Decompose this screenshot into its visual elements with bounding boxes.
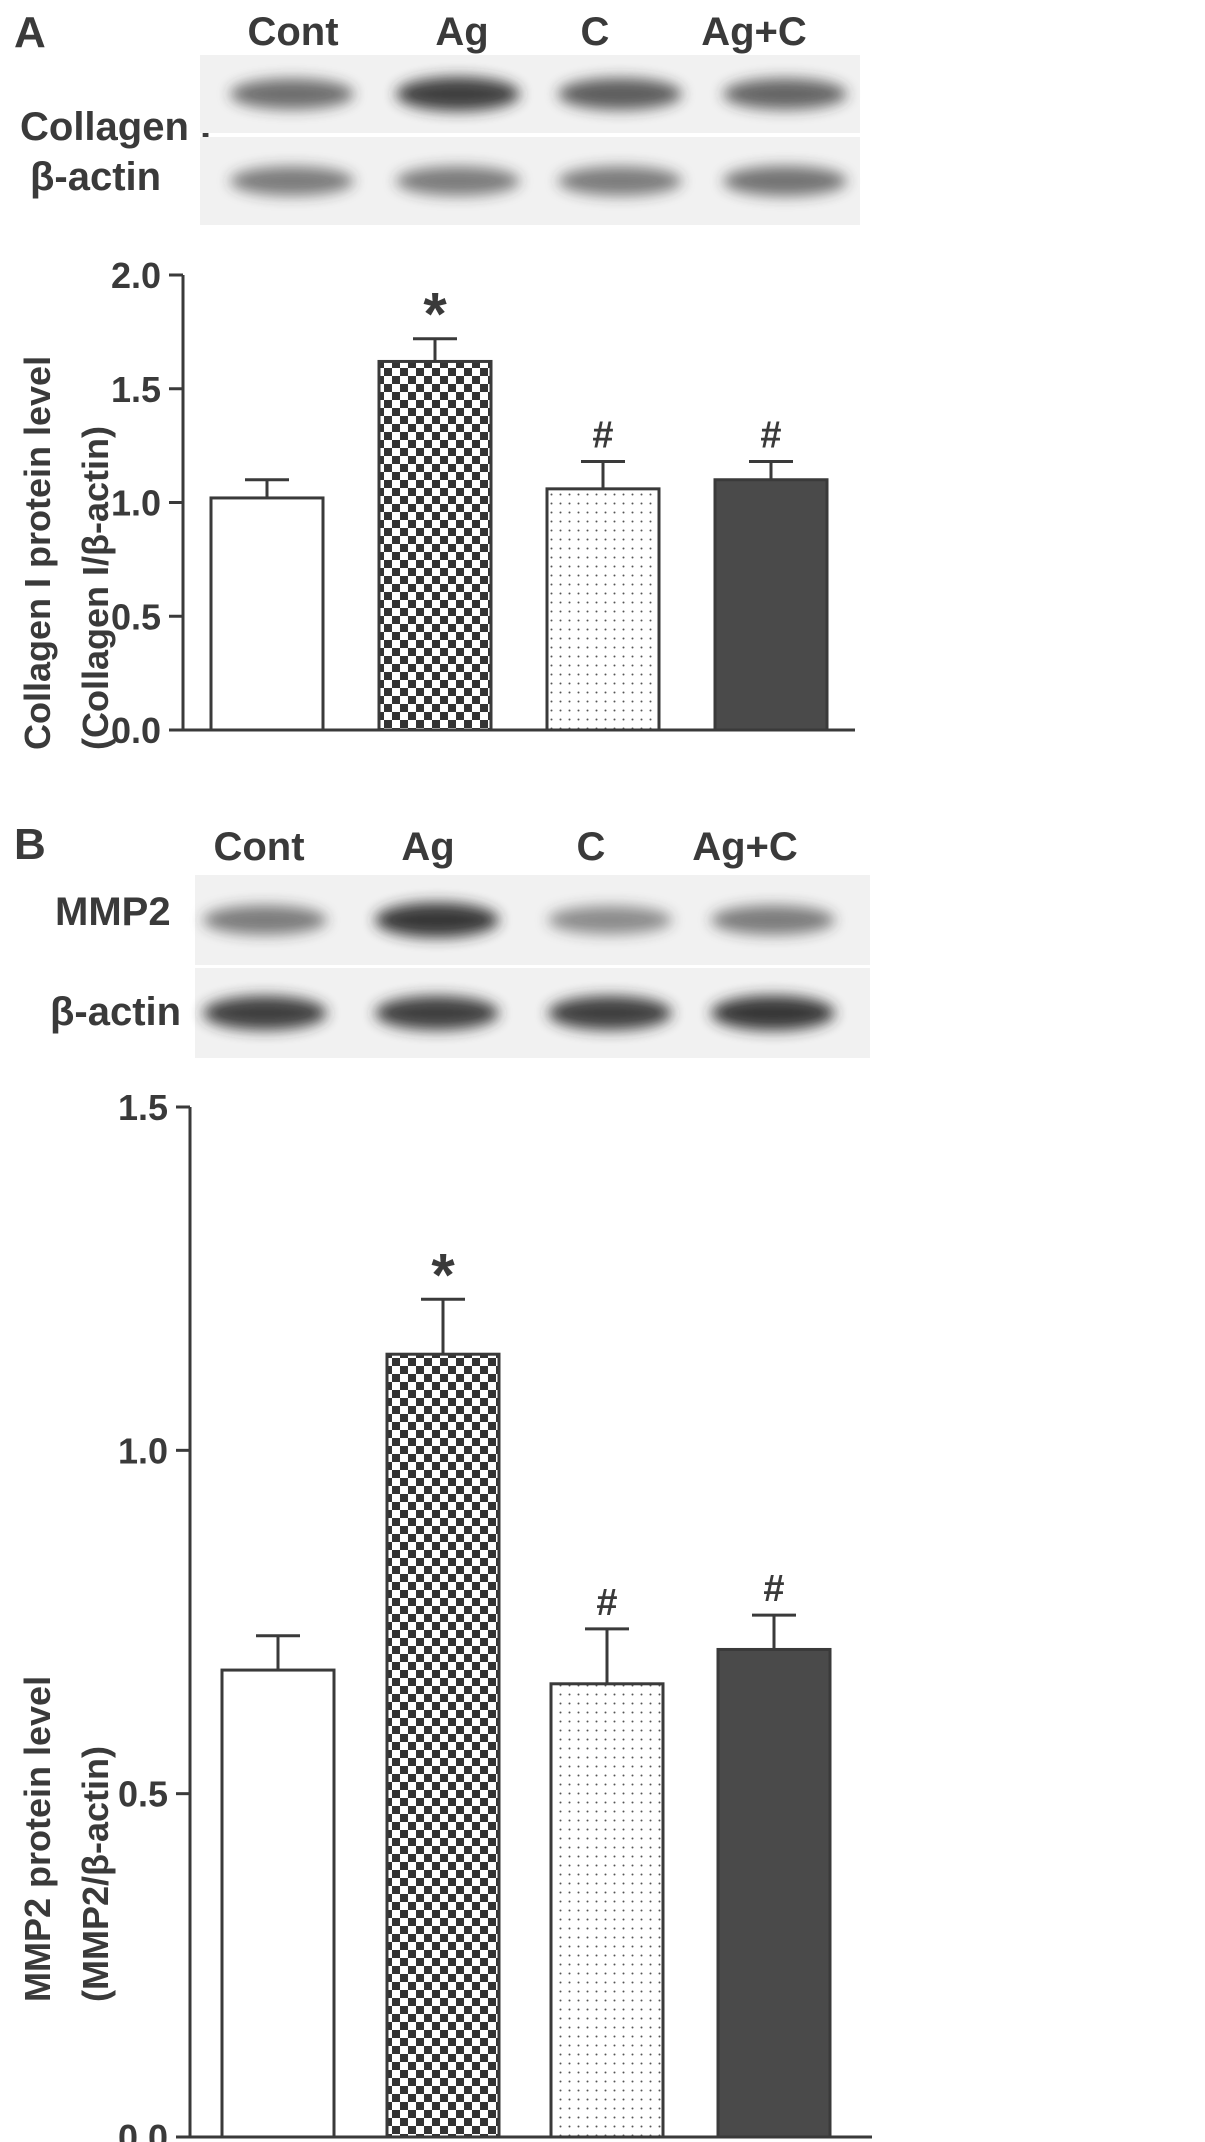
panel-b-blot-label-actin: β-actin	[50, 990, 182, 1034]
panel-a-collagen-band-0	[230, 78, 354, 110]
panel-b-annotation-1: *	[431, 1241, 455, 1308]
panel-b-ytick-label-2: 1.0	[118, 1430, 168, 1471]
panel-a-bar-3	[713, 478, 829, 732]
panel-a-ytick-label-3: 1.5	[111, 369, 161, 410]
panel-b-ylabel-ratio: (MMP2/β-actin)	[75, 1746, 116, 2002]
panel-b-actin-band-0	[203, 995, 327, 1031]
panel-b-blot-label-mmp2: MMP2	[55, 890, 171, 934]
panel-b-blot-mmp2	[195, 875, 870, 965]
panel-b-mmp2-band-0	[203, 905, 327, 935]
panel-a-blot-collagen	[200, 55, 860, 133]
panel-b-letter: B	[14, 820, 46, 869]
panel-a-collagen-band-1	[396, 76, 520, 112]
panel-a-bar-chart: Collagen I protein level (Collagen I/β-a…	[17, 255, 855, 751]
panel-a-lane-agc: Ag+C	[701, 10, 807, 54]
panel-b-lane-cont: Cont	[213, 825, 305, 869]
panel-a-ytick-label-0: 0.0	[111, 710, 161, 751]
panel-a-ytick-label-4: 2.0	[111, 255, 161, 296]
panel-b-lane-agc: Ag+C	[692, 825, 798, 869]
panel-b-bar-2	[549, 1682, 665, 2139]
panel-a-blot-actin	[200, 137, 860, 225]
panel-a-actin-band-0	[230, 166, 354, 196]
panel-a-collagen-band-3	[723, 78, 847, 110]
panel-b-lane-c: C	[576, 825, 606, 869]
panel-a-blot-label-collagen: Collagen I	[20, 105, 212, 149]
panel-a-ytick-label-2: 1.0	[111, 483, 161, 524]
panel-a-blot-label-actin: β-actin	[30, 155, 162, 199]
panel-b-bar-1	[385, 1352, 501, 2139]
panel-b-ytick-label-1: 0.5	[118, 1774, 168, 1815]
panel-a-bar-2	[545, 487, 661, 732]
panel-a-collagen-band-2	[558, 78, 682, 110]
panel-b-ylabel: MMP2 protein level	[17, 1676, 58, 2002]
panel-a-annotation-2: #	[592, 415, 613, 457]
panel-b-actin-band-1	[375, 995, 499, 1031]
panel-b-ytick-label-3: 1.5	[118, 1087, 168, 1128]
panel-b-mmp2-band-2	[548, 905, 672, 935]
panel-a-letter: A	[14, 8, 46, 57]
panel-a-bar-1	[377, 359, 493, 732]
panel-a-lane-c: C	[580, 10, 610, 54]
panel-b-actin-band-2	[548, 995, 672, 1031]
panel-a-actin-band-3	[723, 166, 847, 196]
panel-a-lane-cont: Cont	[247, 10, 339, 54]
panel-a-annotation-3: #	[760, 415, 781, 457]
panel-a-ylabel: Collagen I protein level	[17, 356, 58, 750]
panel-b-bar-chart: MMP2 protein level (MMP2/β-actin) 0.0 0.5…	[17, 1087, 872, 2142]
panel-b-blot-actin	[195, 968, 870, 1058]
panel-b-annotation-2: #	[596, 1582, 617, 1624]
panel-a-annotation-1: *	[423, 281, 447, 348]
panel-a-bar-0	[209, 496, 325, 732]
panel-b-bar-3	[716, 1647, 832, 2139]
panel-b-mmp2-band-1	[375, 902, 499, 938]
panel-a-lane-ag: Ag	[435, 10, 489, 54]
panel-b-annotation-3: #	[763, 1568, 784, 1610]
panel-a-actin-band-2	[558, 166, 682, 196]
panel-a-ytick-label-1: 0.5	[111, 596, 161, 637]
panel-a-ylabel-ratio: (Collagen I/β-actin)	[75, 426, 116, 750]
panel-a-actin-band-1	[396, 166, 520, 196]
panel-b-actin-band-3	[711, 995, 835, 1031]
panel-b-lane-ag: Ag	[401, 825, 455, 869]
panel-b-ytick-label-0: 0.0	[118, 2117, 168, 2142]
panel-b-bar-0	[220, 1668, 336, 2139]
panel-b-mmp2-band-3	[711, 905, 835, 935]
